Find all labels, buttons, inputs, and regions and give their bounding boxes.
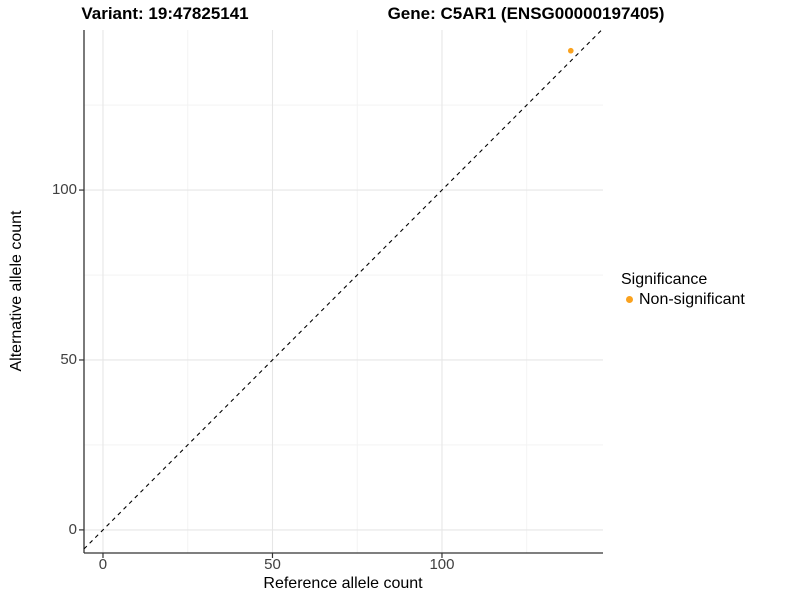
data-point <box>567 47 574 54</box>
legend-marker-icon <box>626 296 633 303</box>
y-tick-label: 100 <box>51 181 77 199</box>
legend-label: Non-significant <box>639 291 745 308</box>
y-tick-label: 50 <box>60 350 77 368</box>
identity-reference-line <box>83 29 603 550</box>
plot-title-gene: Gene: C5AR1 (ENSG00000197405) <box>387 4 665 23</box>
x-axis-title: Reference allele count <box>263 575 423 592</box>
legend-entry: Non-significant <box>620 290 745 309</box>
y-axis-title: Alternative allele count <box>8 210 25 372</box>
plot-title-variant: Variant: 19:47825141 <box>81 4 249 23</box>
x-tick-label: 50 <box>264 556 281 573</box>
legend-entries: Non-significant <box>620 290 745 309</box>
x-tick-label: 0 <box>98 556 108 573</box>
x-tick-label: 100 <box>429 556 455 573</box>
legend: Significance Non-significant <box>620 270 745 309</box>
y-tick-label: 0 <box>68 520 77 538</box>
legend-title: Significance <box>621 271 708 288</box>
